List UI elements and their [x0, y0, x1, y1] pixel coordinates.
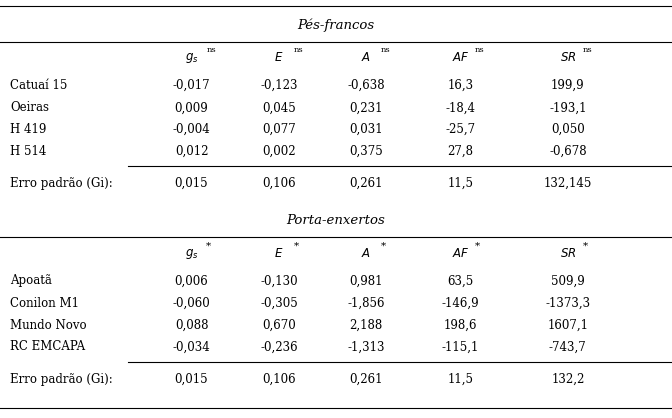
- Text: -0,130: -0,130: [260, 274, 298, 288]
- Text: -1,856: -1,856: [347, 296, 385, 310]
- Text: $SR$: $SR$: [560, 247, 576, 260]
- Text: -1373,3: -1373,3: [545, 296, 591, 310]
- Text: *: *: [583, 242, 588, 251]
- Text: $A$: $A$: [362, 247, 371, 260]
- Text: 1607,1: 1607,1: [547, 319, 589, 332]
- Text: Porta-enxertos: Porta-enxertos: [287, 214, 385, 227]
- Text: 198,6: 198,6: [444, 319, 477, 332]
- Text: -25,7: -25,7: [446, 123, 475, 136]
- Text: *: *: [475, 242, 480, 251]
- Text: RC EMCAPA: RC EMCAPA: [10, 340, 85, 354]
- Text: $g_s$: $g_s$: [185, 247, 198, 261]
- Text: 0,006: 0,006: [175, 274, 208, 288]
- Text: 0,981: 0,981: [349, 274, 383, 288]
- Text: $E$: $E$: [274, 247, 284, 260]
- Text: 199,9: 199,9: [551, 79, 585, 92]
- Text: $E$: $E$: [274, 51, 284, 64]
- Text: 0,012: 0,012: [175, 145, 208, 158]
- Text: -115,1: -115,1: [442, 340, 479, 354]
- Text: -0,638: -0,638: [347, 79, 385, 92]
- Text: ns: ns: [475, 46, 485, 54]
- Text: 132,145: 132,145: [544, 176, 592, 190]
- Text: 132,2: 132,2: [551, 373, 585, 386]
- Text: ns: ns: [583, 46, 592, 54]
- Text: -0,678: -0,678: [549, 145, 587, 158]
- Text: -0,060: -0,060: [173, 296, 210, 310]
- Text: 63,5: 63,5: [447, 274, 474, 288]
- Text: *: *: [294, 242, 299, 251]
- Text: -0,004: -0,004: [173, 123, 210, 136]
- Text: 0,002: 0,002: [262, 145, 296, 158]
- Text: 0,015: 0,015: [175, 373, 208, 386]
- Text: -0,305: -0,305: [260, 296, 298, 310]
- Text: Erro padrão (Gi):: Erro padrão (Gi):: [10, 373, 113, 386]
- Text: 0,375: 0,375: [349, 145, 383, 158]
- Text: Mundo Novo: Mundo Novo: [10, 319, 87, 332]
- Text: $A$: $A$: [362, 51, 371, 64]
- Text: 0,088: 0,088: [175, 319, 208, 332]
- Text: 0,231: 0,231: [349, 101, 383, 115]
- Text: 0,050: 0,050: [551, 123, 585, 136]
- Text: Oeiras: Oeiras: [10, 101, 49, 115]
- Text: 0,261: 0,261: [349, 176, 383, 190]
- Text: 0,045: 0,045: [262, 101, 296, 115]
- Text: -18,4: -18,4: [446, 101, 475, 115]
- Text: 11,5: 11,5: [448, 176, 473, 190]
- Text: 0,015: 0,015: [175, 176, 208, 190]
- Text: H 419: H 419: [10, 123, 46, 136]
- Text: -0,236: -0,236: [260, 340, 298, 354]
- Text: $AF$: $AF$: [452, 247, 469, 260]
- Text: Apoatã: Apoatã: [10, 274, 52, 288]
- Text: $AF$: $AF$: [452, 51, 469, 64]
- Text: *: *: [381, 242, 386, 251]
- Text: 0,106: 0,106: [262, 373, 296, 386]
- Text: 0,106: 0,106: [262, 176, 296, 190]
- Text: Pés-francos: Pés-francos: [298, 19, 374, 32]
- Text: -193,1: -193,1: [549, 101, 587, 115]
- Text: ns: ns: [206, 46, 216, 54]
- Text: -0,123: -0,123: [260, 79, 298, 92]
- Text: H 514: H 514: [10, 145, 46, 158]
- Text: 16,3: 16,3: [448, 79, 473, 92]
- Text: 509,9: 509,9: [551, 274, 585, 288]
- Text: Catuaí 15: Catuaí 15: [10, 79, 67, 92]
- Text: -1,313: -1,313: [347, 340, 385, 354]
- Text: 0,009: 0,009: [175, 101, 208, 115]
- Text: -0,034: -0,034: [173, 340, 210, 354]
- Text: *: *: [206, 242, 212, 251]
- Text: 0,077: 0,077: [262, 123, 296, 136]
- Text: 2,188: 2,188: [349, 319, 383, 332]
- Text: ns: ns: [294, 46, 303, 54]
- Text: Conilon M1: Conilon M1: [10, 296, 79, 310]
- Text: $g_s$: $g_s$: [185, 51, 198, 65]
- Text: 27,8: 27,8: [448, 145, 473, 158]
- Text: 0,031: 0,031: [349, 123, 383, 136]
- Text: $SR$: $SR$: [560, 51, 576, 64]
- Text: -146,9: -146,9: [442, 296, 479, 310]
- Text: -0,017: -0,017: [173, 79, 210, 92]
- Text: 11,5: 11,5: [448, 373, 473, 386]
- Text: Erro padrão (Gi):: Erro padrão (Gi):: [10, 176, 113, 190]
- Text: 0,670: 0,670: [262, 319, 296, 332]
- Text: ns: ns: [381, 46, 390, 54]
- Text: 0,261: 0,261: [349, 373, 383, 386]
- Text: -743,7: -743,7: [549, 340, 587, 354]
